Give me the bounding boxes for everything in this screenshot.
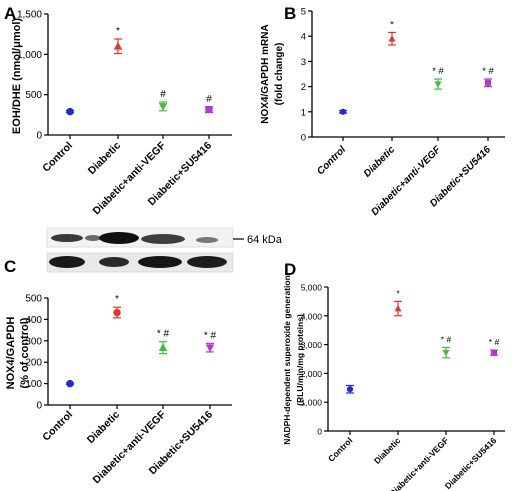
y-tick-label: 5,000 bbox=[301, 283, 323, 293]
data-point bbox=[394, 304, 402, 312]
blot-band bbox=[141, 234, 185, 244]
y-tick-label: 100 bbox=[25, 379, 42, 390]
blot-band bbox=[138, 256, 182, 268]
significance-mark: * bbox=[390, 19, 394, 30]
data-point bbox=[66, 379, 74, 388]
significance-mark: * bbox=[116, 26, 120, 37]
y-tick-label: 300 bbox=[25, 336, 42, 347]
x-tick-label: Control bbox=[40, 140, 75, 175]
significance-mark: * # bbox=[157, 329, 170, 340]
x-tick-label: Diabetic+SU5416 bbox=[443, 435, 499, 491]
significance-mark: # bbox=[160, 89, 166, 100]
western-blot: 64 kDa bbox=[46, 227, 283, 273]
y-axis-label-secondary: (% of control) bbox=[19, 317, 31, 388]
y-tick-label: 500 bbox=[25, 294, 42, 305]
blot-band bbox=[99, 257, 129, 267]
data-point bbox=[158, 103, 168, 111]
data-point bbox=[113, 41, 123, 50]
significance-mark: * # bbox=[204, 330, 217, 341]
significance-mark: * bbox=[396, 288, 400, 298]
chart-panel-b: B 0 1 2 3 4 5 NOX4/GAPDH mRNA (fold change) Contr… bbox=[260, 4, 505, 218]
y-tick-label: 3,000 bbox=[301, 340, 323, 350]
significance-mark: * bbox=[115, 294, 119, 305]
blot-band bbox=[85, 235, 101, 241]
data-point bbox=[158, 343, 168, 351]
y-tick-label: 1,500 bbox=[17, 10, 42, 21]
data-point bbox=[205, 344, 215, 353]
blot-band bbox=[99, 232, 139, 244]
significance-mark: * # bbox=[489, 337, 500, 347]
y-tick-label: 400 bbox=[25, 315, 42, 326]
y-tick-label: 0 bbox=[36, 131, 42, 142]
data-point bbox=[66, 107, 74, 116]
y-axis-label: EOH/DHE (nmol/μmol) bbox=[11, 18, 23, 134]
y-tick-label: 500 bbox=[25, 90, 42, 101]
blot-band bbox=[51, 234, 83, 242]
y-tick-label: 2,000 bbox=[301, 369, 323, 379]
blot-band bbox=[187, 256, 227, 268]
y-tick-label: 200 bbox=[25, 358, 42, 369]
panel-letter: A bbox=[4, 4, 16, 23]
x-tick-label: Control bbox=[40, 409, 75, 444]
x-tick-label: Diabetic bbox=[372, 435, 403, 466]
x-tick-label: Diabetic bbox=[85, 409, 122, 446]
y-tick-label: 1 bbox=[301, 107, 306, 118]
chart-panel-c: C 0 100 200 300 400 500 NOX4/GAPDH (% of control… bbox=[4, 257, 232, 486]
y-axis-label: NOX4/GAPDH bbox=[5, 317, 17, 390]
data-point bbox=[491, 349, 497, 356]
significance-mark: * # bbox=[482, 66, 494, 77]
x-tick-label: Diabetic bbox=[362, 144, 398, 180]
y-tick-label: 4 bbox=[301, 32, 306, 43]
y-axis-label-secondary: (fold change) bbox=[274, 43, 285, 106]
data-point bbox=[388, 34, 396, 42]
blot-band bbox=[49, 256, 85, 268]
y-tick-label: 0 bbox=[36, 401, 42, 412]
y-tick-label: 3 bbox=[301, 57, 306, 68]
y-tick-label: 2 bbox=[301, 82, 306, 93]
y-tick-label: 0 bbox=[301, 133, 306, 144]
x-tick-label: Control bbox=[326, 435, 354, 463]
y-axis-label-secondary: (RLU/min/mg proteins) bbox=[295, 314, 305, 406]
data-point bbox=[205, 105, 213, 114]
blot-size-label: 64 kDa bbox=[247, 234, 283, 246]
x-tick-label: Diabetic bbox=[86, 140, 123, 177]
data-point bbox=[485, 79, 491, 86]
panel-letter: D bbox=[284, 260, 296, 279]
data-point bbox=[434, 81, 442, 88]
y-tick-label: 4,000 bbox=[301, 311, 323, 321]
blot-band bbox=[196, 237, 218, 243]
x-tick-label: Control bbox=[315, 144, 348, 177]
y-tick-label: 1,000 bbox=[301, 398, 323, 408]
y-tick-label: 5 bbox=[301, 7, 306, 18]
y-axis-label: NOX4/GAPDH mRNA bbox=[260, 24, 271, 123]
y-tick-label: 1,000 bbox=[17, 50, 42, 61]
y-axis-label: NADPH-dependent superoxide generation bbox=[282, 275, 292, 445]
significance-mark: * # bbox=[432, 66, 444, 77]
significance-mark: * # bbox=[441, 334, 452, 344]
data-point bbox=[339, 108, 347, 115]
y-tick-label: 0 bbox=[317, 427, 322, 437]
chart-panel-d: D 0 1,000 2,000 3,000 4,000 5,000 NADPH-depende… bbox=[282, 260, 505, 491]
significance-mark: # bbox=[206, 94, 212, 105]
data-point bbox=[442, 349, 450, 357]
panel-letter: C bbox=[4, 257, 16, 276]
panel-letter: B bbox=[284, 4, 296, 23]
data-point bbox=[113, 308, 121, 317]
data-point bbox=[346, 386, 354, 393]
